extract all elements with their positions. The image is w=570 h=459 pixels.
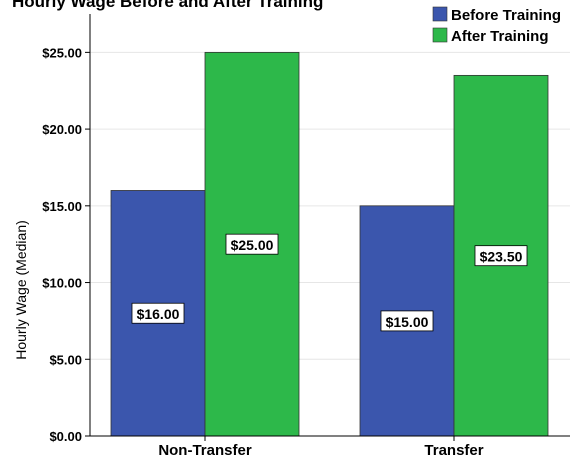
legend: Before Training After Training: [428, 0, 570, 45]
data-label-text: $23.50: [480, 249, 523, 265]
y-tick-label: $0.00: [49, 429, 82, 444]
data-label-box: [380, 310, 434, 332]
y-tick-label: $15.00: [42, 199, 82, 214]
data-label-box: [474, 245, 528, 267]
legend-swatch: [432, 27, 448, 43]
legend-swatch: [432, 6, 448, 22]
data-label: $16.00: [131, 302, 185, 324]
y-tick-label: $10.00: [42, 276, 82, 291]
y-tick-label: $5.00: [49, 352, 82, 367]
x-categories: Non-Transfer Transfer: [158, 436, 484, 459]
data-label-text: $25.00: [231, 237, 274, 253]
y-tick-label: $20.00: [42, 122, 82, 137]
data-label: $23.50: [474, 245, 528, 267]
data-labels: $16.00 $25.00 $15.00 $23.50: [131, 233, 528, 332]
data-label-text: $16.00: [137, 306, 180, 322]
chart-title: Hourly Wage Before and After Training: [12, 0, 323, 11]
data-label: $15.00: [380, 310, 434, 332]
y-tick-label: $25.00: [42, 45, 82, 60]
y-axis-label: Hourly Wage (Median): [13, 220, 29, 360]
data-label-box: [225, 233, 279, 255]
legend-label: After Training: [451, 28, 549, 45]
x-category-label: Non-Transfer: [158, 442, 252, 459]
y-ticks: $0.00 $5.00 $10.00 $15.00 $20.00 $25.00: [42, 45, 90, 444]
data-label-box: [131, 302, 185, 324]
axes: [89, 14, 570, 437]
legend-background: [428, 0, 570, 45]
x-category-label: Transfer: [424, 442, 483, 459]
bars: [110, 51, 549, 437]
data-label-text: $15.00: [386, 314, 429, 330]
legend-label: Before Training: [451, 7, 561, 24]
data-label: $25.00: [225, 233, 279, 255]
